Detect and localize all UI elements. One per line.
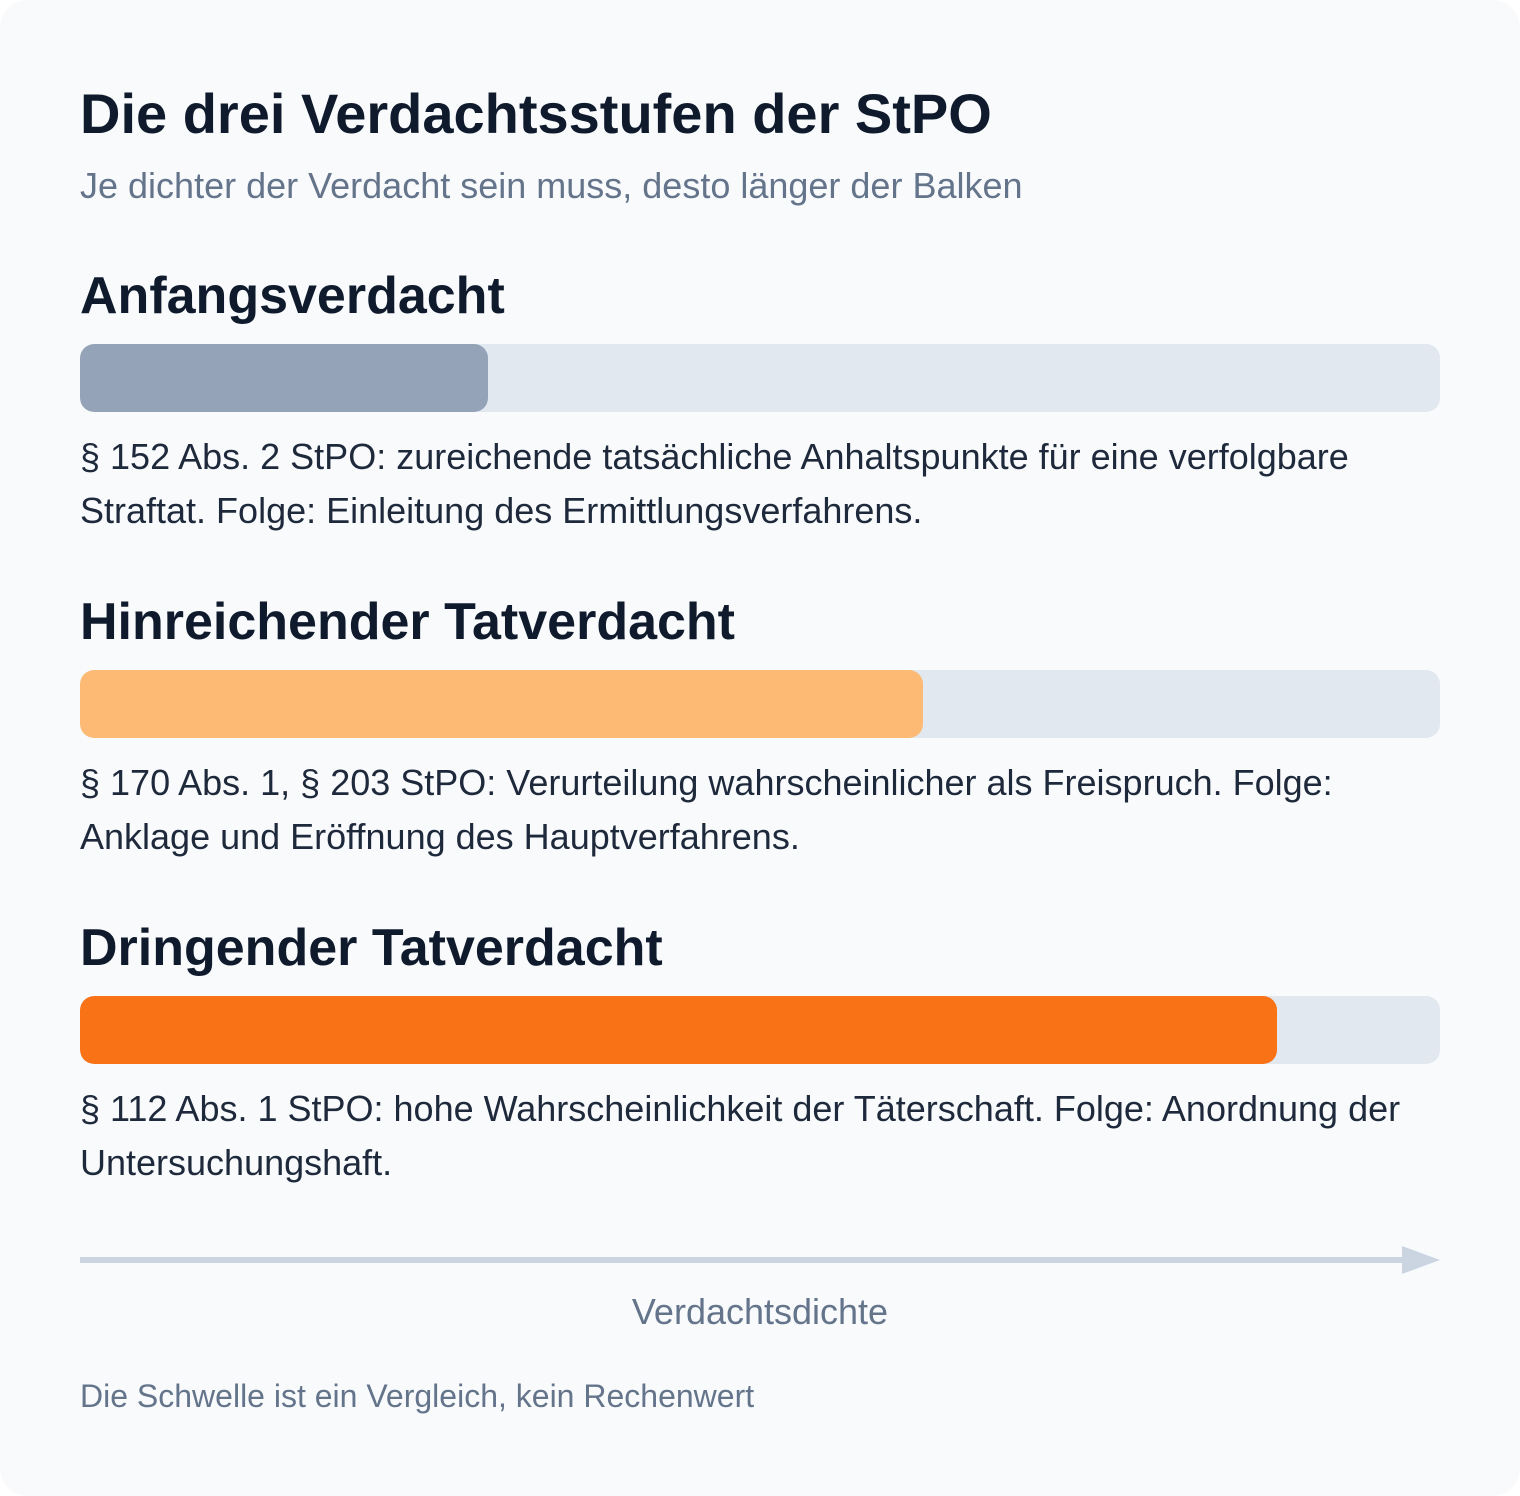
chart-title: Die drei Verdachtsstufen der StPO	[80, 82, 992, 145]
bar-label: Hinreichender Tatverdacht	[80, 593, 736, 651]
bar-fill-anfangsverdacht	[80, 344, 488, 412]
footnote: Die Schwelle ist ein Vergleich, kein Rec…	[80, 1378, 755, 1414]
axis-arrowhead-icon	[1402, 1246, 1440, 1274]
axis-label: Verdachtsdichte	[631, 1291, 889, 1332]
bar-fill-dringender-tatverdacht	[80, 996, 1277, 1064]
bar-label: Dringender Tatverdacht	[80, 919, 663, 977]
bar-label: Anfangsverdacht	[80, 267, 505, 325]
axis-arrow	[80, 1246, 1440, 1274]
bar-track	[80, 344, 1440, 412]
bar-description: § 112 Abs. 1 StPO: hohe Wahrscheinlichke…	[80, 1088, 1401, 1183]
bar-fill-hinreichender-tatverdacht	[80, 670, 923, 738]
stage-anfangsverdacht: Anfangsverdacht § 152 Abs. 2 StPO: zurei…	[80, 266, 1440, 531]
stage-hinreichender-tatverdacht: Hinreichender Tatverdacht § 170 Abs. 1, …	[80, 592, 1440, 857]
bar-description: § 170 Abs. 1, § 203 StPO: Verurteilung w…	[80, 762, 1333, 857]
stage-dringender-tatverdacht: Dringender Tatverdacht § 112 Abs. 1 StPO…	[80, 918, 1440, 1183]
bar-track	[80, 996, 1440, 1064]
bar-track	[80, 670, 1440, 738]
chart-subtitle: Je dichter der Verdacht sein muss, desto…	[80, 165, 1023, 206]
bar-description: § 152 Abs. 2 StPO: zureichende tatsächli…	[80, 436, 1349, 531]
